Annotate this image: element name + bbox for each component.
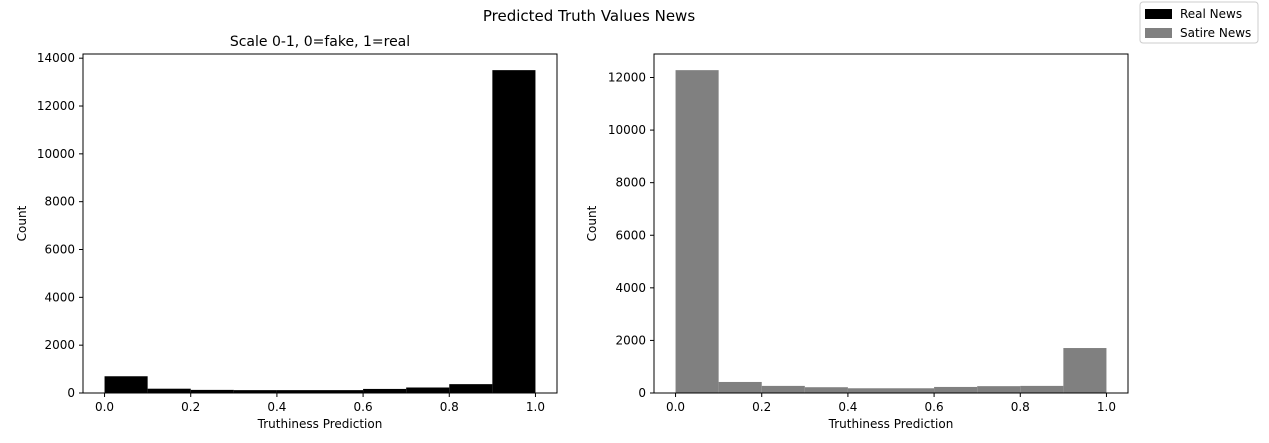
right-x-tick-label: 0.2 xyxy=(752,400,771,414)
legend-label-real-news: Real News xyxy=(1180,7,1242,21)
left-bar xyxy=(190,389,234,393)
left-y-tick-label: 6000 xyxy=(44,243,75,257)
right-bar xyxy=(1063,348,1107,393)
left-x-tick-label: 0.6 xyxy=(354,400,373,414)
left-chart-title: Scale 0-1, 0=fake, 1=real xyxy=(230,34,410,50)
right-bar xyxy=(761,385,805,393)
right-bar xyxy=(977,386,1021,393)
right-axes-frame xyxy=(653,53,1129,394)
left-y-tick-label: 10000 xyxy=(37,147,75,161)
left-x-tick-label: 1.0 xyxy=(526,400,545,414)
left-bar xyxy=(406,387,450,393)
left-bar xyxy=(363,388,407,393)
left-histogram: Scale 0-1, 0=fake, 1=real 0.0 0.2 0.4 0.6 0.… xyxy=(15,34,558,431)
right-bars xyxy=(675,70,1107,393)
legend-swatch-satire-news xyxy=(1145,28,1172,38)
left-y-tick-label: 12000 xyxy=(37,99,75,113)
left-bar xyxy=(233,390,277,393)
right-ticks: 0.0 0.2 0.4 0.6 0.8 1.0 0 2000 4000 6000 8000 10000… xyxy=(608,71,1116,414)
right-bar xyxy=(1020,385,1064,393)
right-bar xyxy=(718,381,762,393)
right-y-axis-label: Count xyxy=(585,205,599,241)
right-y-tick-label: 8000 xyxy=(615,176,646,190)
right-x-tick-label: 0.0 xyxy=(666,400,685,414)
right-x-tick-label: 0.8 xyxy=(1011,400,1030,414)
right-y-tick-label: 10000 xyxy=(608,123,646,137)
left-bar xyxy=(320,390,364,393)
left-y-tick-label: 14000 xyxy=(37,51,75,65)
right-bar xyxy=(804,387,848,393)
left-bar xyxy=(276,390,320,393)
right-x-axis-label: Truthiness Prediction xyxy=(828,417,954,431)
right-bar xyxy=(934,386,978,393)
left-bar xyxy=(492,70,536,393)
right-bar xyxy=(891,388,935,393)
right-x-tick-label: 1.0 xyxy=(1097,400,1116,414)
left-x-tick-label: 0.0 xyxy=(95,400,114,414)
left-x-axis-label: Truthiness Prediction xyxy=(257,417,383,431)
right-bar xyxy=(847,388,891,393)
left-bar xyxy=(147,388,191,393)
left-bar xyxy=(104,376,148,393)
right-histogram: 0.0 0.2 0.4 0.6 0.8 1.0 0 2000 4000 6000 8000 10000… xyxy=(585,53,1129,431)
left-x-tick-label: 0.2 xyxy=(181,400,200,414)
left-bar xyxy=(449,384,493,393)
right-y-tick-label: 2000 xyxy=(615,333,646,347)
right-x-tick-label: 0.4 xyxy=(838,400,857,414)
left-x-tick-label: 0.4 xyxy=(267,400,286,414)
left-y-tick-label: 0 xyxy=(67,386,75,400)
legend: Real News Satire News xyxy=(1139,1,1259,44)
right-y-tick-label: 12000 xyxy=(608,71,646,85)
left-y-tick-label: 2000 xyxy=(44,338,75,352)
left-y-axis-label: Count xyxy=(15,205,29,241)
legend-swatch-real-news xyxy=(1145,9,1172,19)
right-y-tick-label: 6000 xyxy=(615,228,646,242)
left-bars xyxy=(104,70,536,393)
right-x-tick-label: 0.6 xyxy=(925,400,944,414)
figure-suptitle: Predicted Truth Values News xyxy=(483,7,695,25)
right-bar xyxy=(675,70,719,393)
left-x-tick-label: 0.8 xyxy=(440,400,459,414)
legend-label-satire-news: Satire News xyxy=(1180,26,1251,40)
left-y-tick-label: 4000 xyxy=(44,290,75,304)
left-ticks: 0.0 0.2 0.4 0.6 0.8 1.0 0 2000 4000 6000 8000 10000… xyxy=(37,51,545,414)
right-y-tick-label: 4000 xyxy=(615,281,646,295)
right-y-tick-label: 0 xyxy=(638,386,646,400)
left-axes-frame xyxy=(82,53,558,394)
left-y-tick-label: 8000 xyxy=(44,195,75,209)
